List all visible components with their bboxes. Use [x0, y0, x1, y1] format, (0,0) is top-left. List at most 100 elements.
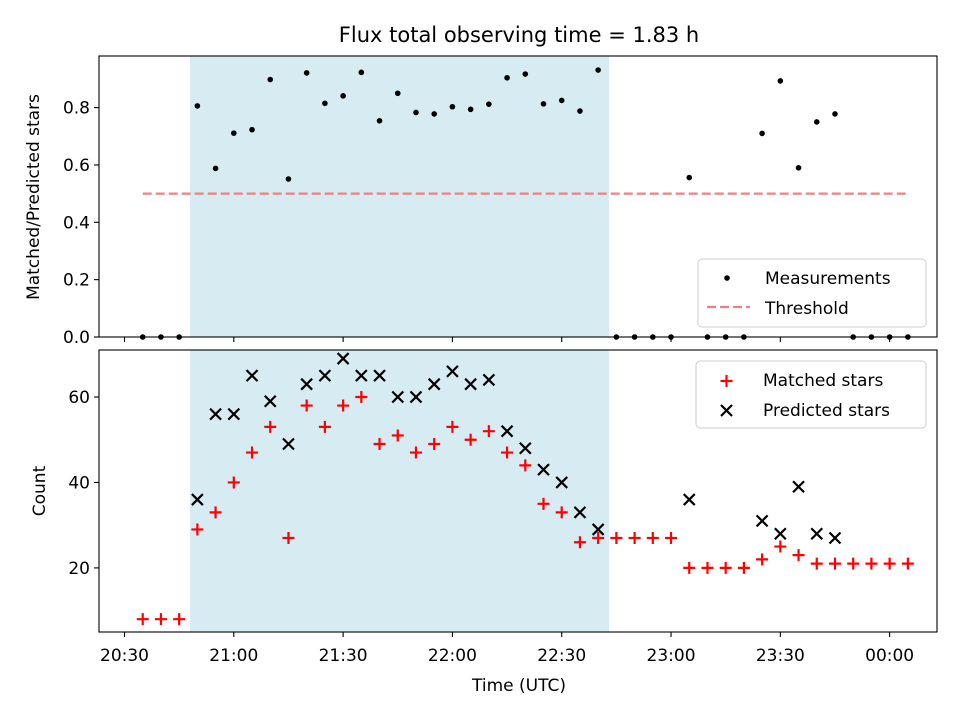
matched-star-point [774, 540, 787, 553]
predicted-star-point [427, 377, 441, 391]
top-plot-frame [98, 55, 938, 338]
predicted-star-point [537, 463, 550, 476]
predicted-star-point [318, 369, 332, 382]
matched-star-point [318, 420, 331, 433]
bottom-legend: Matched stars Predicted stars [695, 360, 927, 429]
measurement-point [322, 100, 328, 107]
matched-star-point [847, 557, 860, 570]
matched-star-point [810, 557, 823, 570]
predicted-star-point [245, 369, 259, 382]
matched-star-point [610, 532, 623, 544]
measurement-point [577, 108, 583, 114]
matched-star-point [592, 532, 605, 544]
matched-star-point [519, 459, 532, 472]
measurement-point [267, 76, 274, 83]
y-tick-label: 60 [68, 388, 90, 408]
bottom-panel: 20 40 60 20:30 21:00 21:30 22:00 22:30 23:00 23:… [30, 349, 938, 696]
measurement-point [595, 67, 601, 73]
matched-star-point [136, 613, 149, 626]
y-tick-label: 0.4 [63, 213, 90, 233]
matched-star-point [246, 446, 259, 459]
predicted-star-point [373, 369, 386, 382]
matched-star-point [355, 391, 368, 403]
legend-predicted-marker [720, 404, 733, 417]
predicted-star-point [774, 527, 787, 541]
matched-star-point [191, 523, 204, 536]
predicted-star-point [573, 506, 587, 519]
predicted-star-point [209, 407, 222, 421]
matched-star-point [209, 506, 222, 519]
legend-measurements-marker [724, 275, 730, 281]
predicted-star-point [591, 523, 605, 536]
y-tick-label: 0.2 [63, 271, 90, 291]
top-y-axis: 0.0 0.2 0.4 0.6 0.8 [63, 99, 99, 348]
legend-matched-marker [720, 375, 733, 387]
matched-star-point [628, 532, 641, 544]
matched-star-point [828, 557, 841, 570]
matched-star-point [665, 532, 678, 544]
matched-star-point [683, 561, 696, 574]
predicted-star-point [828, 531, 842, 545]
bottom-y-axis: 20 40 60 [68, 388, 99, 579]
measurement-point [431, 111, 438, 117]
x-tick-label: 23:30 [756, 646, 805, 666]
top-x-axis [123, 337, 891, 342]
predicted-star-point [191, 493, 204, 506]
measurement-point [194, 103, 201, 109]
measurement-point [777, 78, 784, 84]
matched-star-point [701, 561, 714, 574]
matched-star-point [409, 446, 422, 459]
matched-stars-points [136, 391, 914, 626]
bottom-shaded-span [190, 350, 610, 632]
measurement-point [212, 165, 219, 172]
measurement-point [249, 126, 255, 133]
matched-star-point [464, 433, 477, 446]
measurement-point [303, 70, 310, 76]
top-legend-box [697, 258, 927, 328]
x-tick-label: 21:00 [209, 646, 258, 666]
matched-star-point [555, 506, 568, 519]
predicted-stars-points [191, 352, 842, 545]
matched-star-point [792, 549, 805, 562]
matched-star-point [282, 532, 295, 544]
measurement-point [376, 118, 383, 124]
legend-matched-label: Matched stars [763, 371, 883, 391]
y-tick-label: 40 [68, 473, 90, 493]
matched-star-point [373, 438, 386, 450]
top-legend: Measurements Threshold [697, 258, 927, 328]
predicted-star-point [391, 390, 405, 404]
measurement-point [486, 101, 492, 107]
measurement-point [504, 74, 510, 81]
matched-star-point [865, 557, 878, 570]
measurement-point [467, 106, 474, 113]
matched-star-point [337, 399, 350, 412]
measurement-point [285, 176, 292, 182]
measurement-point [449, 103, 456, 110]
measurement-point [231, 130, 237, 136]
y-tick-label: 0.8 [63, 99, 90, 119]
y-tick-label: 0.6 [63, 156, 90, 176]
matched-star-point [719, 561, 732, 574]
predicted-star-point [810, 527, 824, 541]
predicted-star-point [555, 476, 568, 489]
x-tick-label: 22:00 [428, 646, 477, 666]
predicted-star-point [263, 394, 277, 408]
measurement-point [394, 90, 401, 97]
matched-star-point [300, 399, 313, 412]
y-tick-label: 20 [68, 559, 90, 579]
measurement-point [813, 119, 820, 125]
matched-star-point [883, 557, 896, 570]
bottom-x-axis: 20:30 21:00 21:30 22:00 22:30 23:00 23:30 00:00 [100, 632, 914, 666]
matched-star-point [482, 425, 495, 438]
predicted-star-point [355, 369, 368, 382]
predicted-star-point [519, 441, 532, 455]
legend-threshold-label: Threshold [764, 299, 849, 319]
predicted-star-point [409, 390, 423, 404]
predicted-star-point [282, 437, 295, 451]
matched-star-point [446, 420, 459, 433]
top-shaded-span [190, 56, 610, 337]
y-tick-label: 0.0 [63, 328, 90, 348]
measurement-point [340, 93, 346, 99]
matched-star-point [901, 557, 914, 570]
predicted-star-point [446, 365, 459, 378]
